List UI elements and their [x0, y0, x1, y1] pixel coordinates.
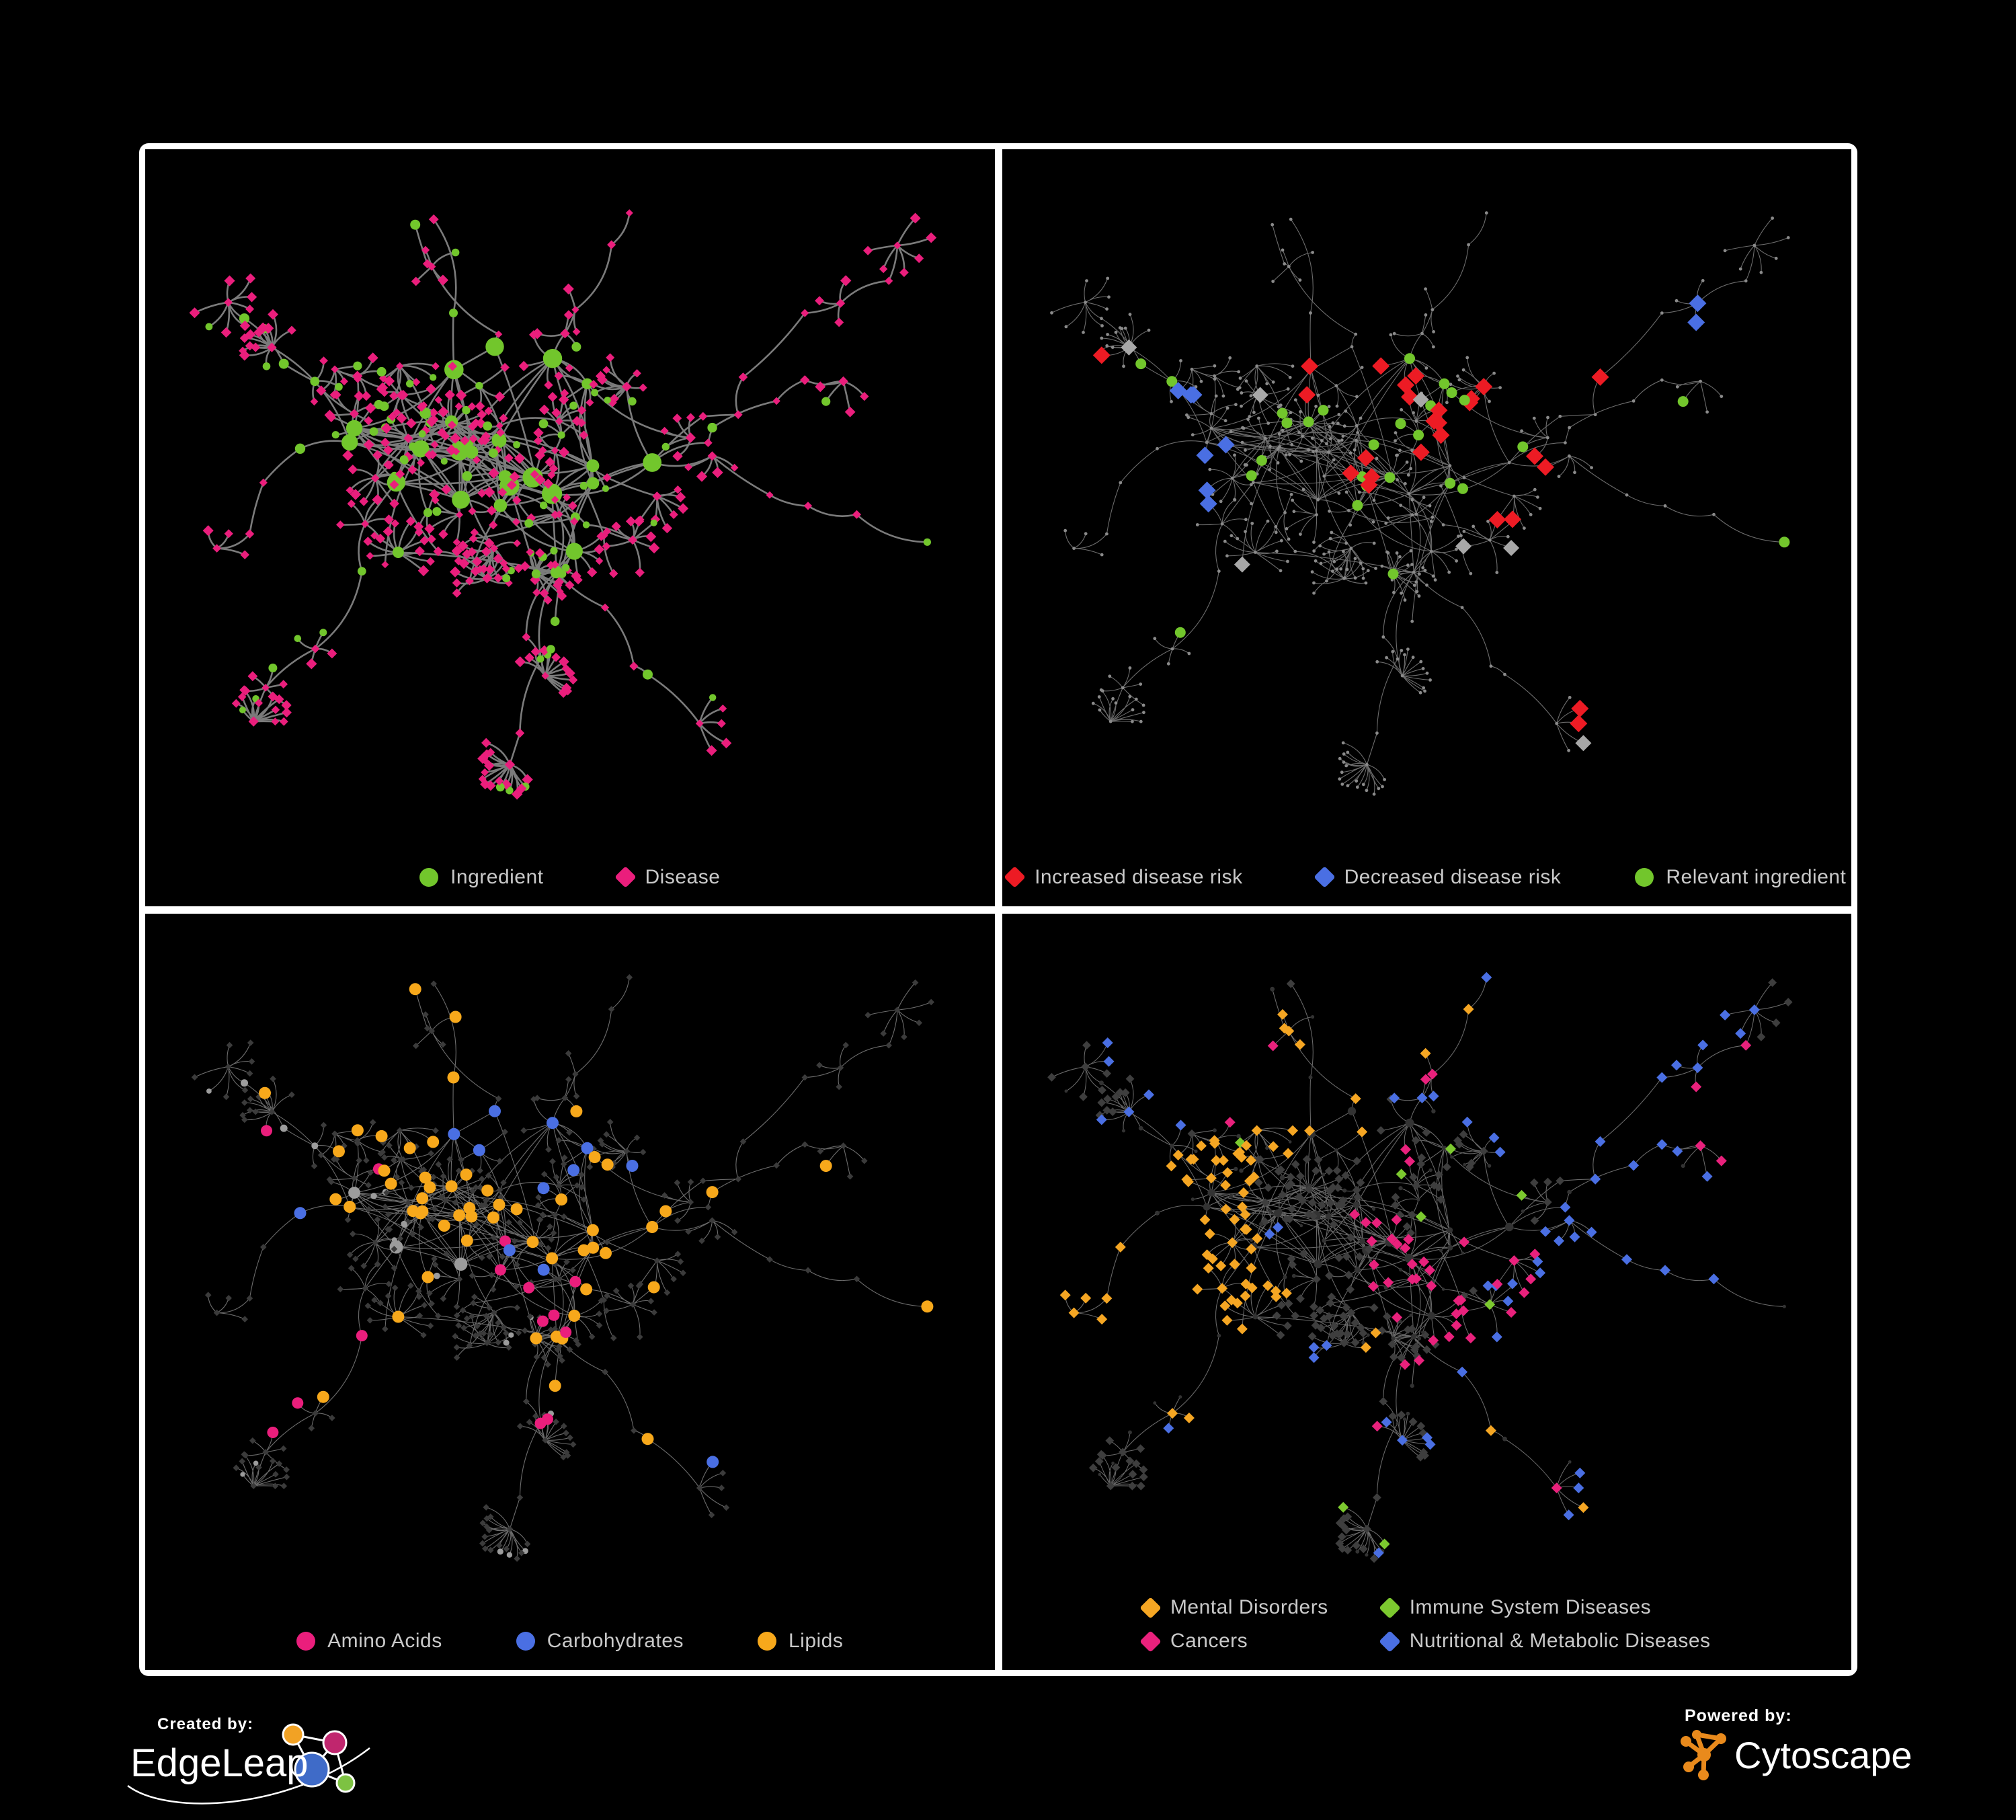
- panel-disease-risk: Increased disease risk Decreased disease …: [1002, 149, 1852, 906]
- legend-marker-diamond: [1139, 1596, 1162, 1619]
- legend-item-label: Cancers: [1170, 1630, 1248, 1652]
- legend-marker-diamond: [1313, 866, 1336, 888]
- edgeleap-logo: Created by: EdgeLeap: [127, 1715, 370, 1805]
- created-by-label: Created by:: [157, 1715, 253, 1733]
- legend-marker-diamond: [1004, 866, 1026, 888]
- legend-item: Ingredient: [419, 866, 543, 889]
- cytoscape-icon-nodes: [1681, 1730, 1726, 1780]
- legend-marker-circle: [296, 1632, 316, 1651]
- legend-item-label: Lipids: [788, 1630, 844, 1652]
- legend-item-label: Amino Acids: [327, 1630, 442, 1652]
- legend-item: Increased disease risk: [1004, 865, 1243, 889]
- legend-marker-circle: [419, 867, 439, 887]
- legend-disease-risk: Increased disease risk Decreased disease …: [1002, 866, 1852, 889]
- legend-marker-diamond: [1139, 1630, 1162, 1653]
- legend-marker-circle: [1635, 867, 1654, 887]
- network-graph-ingredient-disease: [189, 209, 937, 800]
- powered-by-label: Powered by:: [1685, 1706, 1792, 1725]
- panel-ingredient-disease: Ingredient Disease: [145, 149, 995, 906]
- cytoscape-wordmark: Cytoscape: [1734, 1734, 1912, 1776]
- legend-item: Cancers: [1139, 1630, 1328, 1653]
- edgeleap-swoosh: [127, 1747, 370, 1805]
- edgeleap-node-orange: [282, 1723, 305, 1746]
- legend-marker-circle: [757, 1632, 776, 1651]
- network-graph-chemical-classes: [191, 974, 934, 1562]
- legend-ingredient-disease: Ingredient Disease: [145, 866, 995, 889]
- legend-disease-categories: Mental Disorders Immune System Diseases Ca…: [1002, 1596, 1852, 1653]
- edgeleap-node-green: [335, 1773, 356, 1793]
- legend-item-label: Disease: [645, 865, 721, 888]
- network-graph-disease-categories: [1047, 972, 1793, 1563]
- network-graph-disease-risk: [1049, 211, 1790, 796]
- legend-chemical-classes: Amino Acids Carbohydrates Lipids: [145, 1630, 995, 1653]
- legend-marker-circle: [516, 1632, 535, 1651]
- legend-item-label: Mental Disorders: [1170, 1596, 1328, 1618]
- panel-disease-categories: Mental Disorders Immune System Diseases Ca…: [1002, 913, 1852, 1670]
- legend-item-label: Relevant ingredient: [1666, 865, 1847, 888]
- cytoscape-logo: Powered by: Cytoscape: [1681, 1706, 1912, 1780]
- legend-item-label: Ingredient: [450, 865, 544, 888]
- legend-item-label: Immune System Diseases: [1409, 1596, 1652, 1618]
- panel-chemical-classes: Amino Acids Carbohydrates Lipids: [145, 913, 995, 1670]
- legend-item: Amino Acids: [296, 1630, 442, 1653]
- legend-item-label: Nutritional & Metabolic Diseases: [1409, 1630, 1711, 1652]
- edgeleap-node-magenta: [322, 1730, 348, 1755]
- figure-grid: Ingredient Disease Increased disease risk…: [139, 143, 1857, 1676]
- legend-marker-diamond: [614, 866, 637, 888]
- legend-item-label: Decreased disease risk: [1344, 865, 1562, 888]
- edgeleap-node-blue: [294, 1751, 330, 1788]
- legend-item: Nutritional & Metabolic Diseases: [1378, 1630, 1711, 1653]
- legend-item: Decreased disease risk: [1313, 865, 1562, 889]
- legend-item: Immune System Diseases: [1378, 1596, 1711, 1619]
- legend-item: Disease: [614, 865, 721, 889]
- legend-item: Relevant ingredient: [1635, 866, 1846, 889]
- legend-marker-diamond: [1378, 1630, 1401, 1653]
- legend-item-label: Carbohydrates: [547, 1630, 684, 1652]
- edgeleap-wordmark: EdgeLeap: [130, 1741, 308, 1785]
- legend-item-label: Increased disease risk: [1035, 865, 1243, 888]
- legend-item: Mental Disorders: [1139, 1596, 1328, 1619]
- legend-item: Lipids: [757, 1630, 844, 1653]
- legend-item: Carbohydrates: [516, 1630, 684, 1653]
- legend-marker-diamond: [1378, 1596, 1401, 1619]
